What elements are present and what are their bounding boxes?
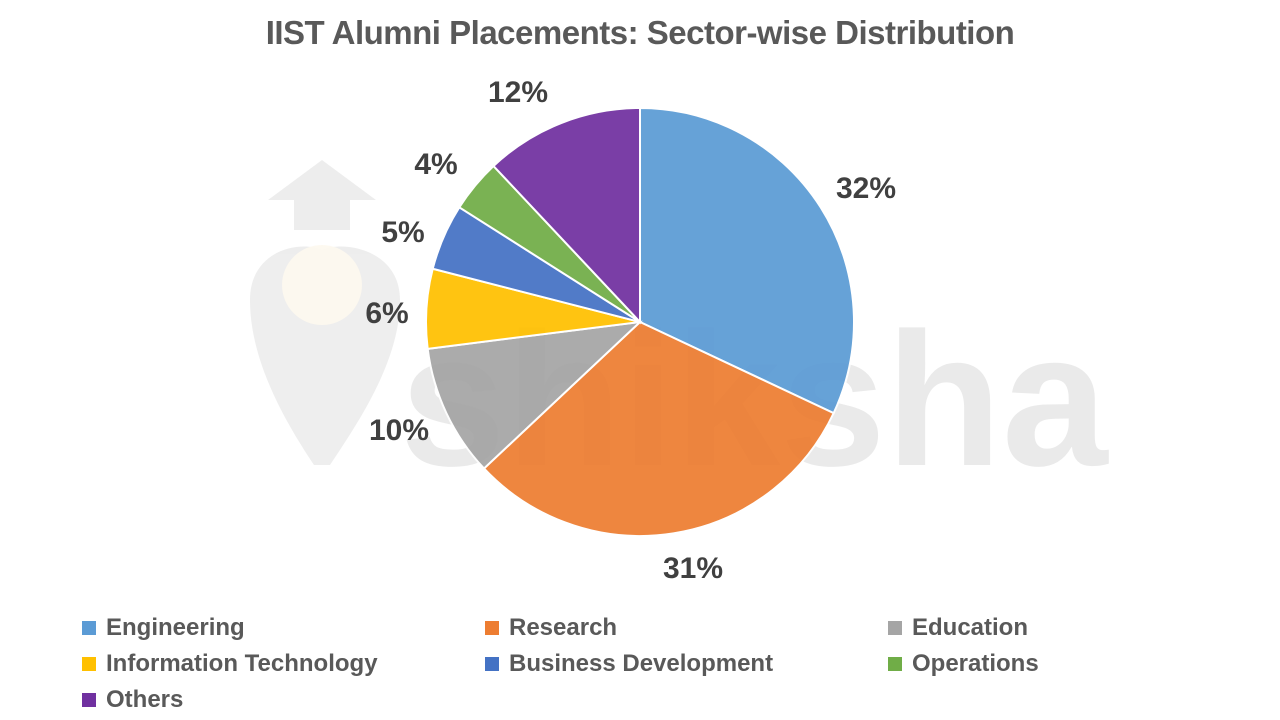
legend-label: Others	[106, 686, 184, 713]
data-label-information-technology: 6%	[365, 297, 409, 330]
legend-swatch-icon	[82, 657, 96, 671]
legend-label: Business Development	[509, 650, 774, 677]
legend-item-research: Research	[485, 614, 617, 642]
legend-label: Engineering	[106, 614, 245, 641]
legend-item-engineering: Engineering	[82, 614, 245, 642]
pie-slice-others	[492, 106, 641, 325]
legend-swatch-icon	[888, 657, 902, 671]
legend-label: Operations	[912, 650, 1039, 677]
legend-item-education: Education	[888, 614, 1028, 642]
pie-slice-education	[426, 320, 643, 470]
pie-slice-engineering	[639, 106, 855, 415]
legend-swatch-icon	[485, 657, 499, 671]
chart-title: IIST Alumni Placements: Sector-wise Dist…	[265, 14, 1015, 51]
data-label-research: 31%	[662, 552, 724, 585]
data-label-engineering: 32%	[835, 172, 897, 205]
legend-label: Research	[509, 614, 618, 641]
legend-label: Education	[912, 614, 1029, 641]
legend-item-information-technology: Information Technology	[82, 650, 378, 678]
legend-swatch-icon	[485, 621, 499, 635]
data-label-operations: 4%	[414, 148, 458, 181]
data-label-others: 12%	[487, 76, 549, 109]
legend-item-others: Others	[82, 686, 183, 714]
legend-swatch-icon	[82, 621, 96, 635]
data-label-business-development: 5%	[381, 216, 425, 249]
legend-item-operations: Operations	[888, 650, 1039, 678]
legend-swatch-icon	[82, 693, 96, 707]
legend-label: Information Technology	[106, 650, 378, 677]
legend-swatch-icon	[888, 621, 902, 635]
data-label-education: 10%	[368, 414, 430, 447]
pie-slice-research	[482, 320, 835, 537]
legend-item-business-development: Business Development	[485, 650, 773, 678]
